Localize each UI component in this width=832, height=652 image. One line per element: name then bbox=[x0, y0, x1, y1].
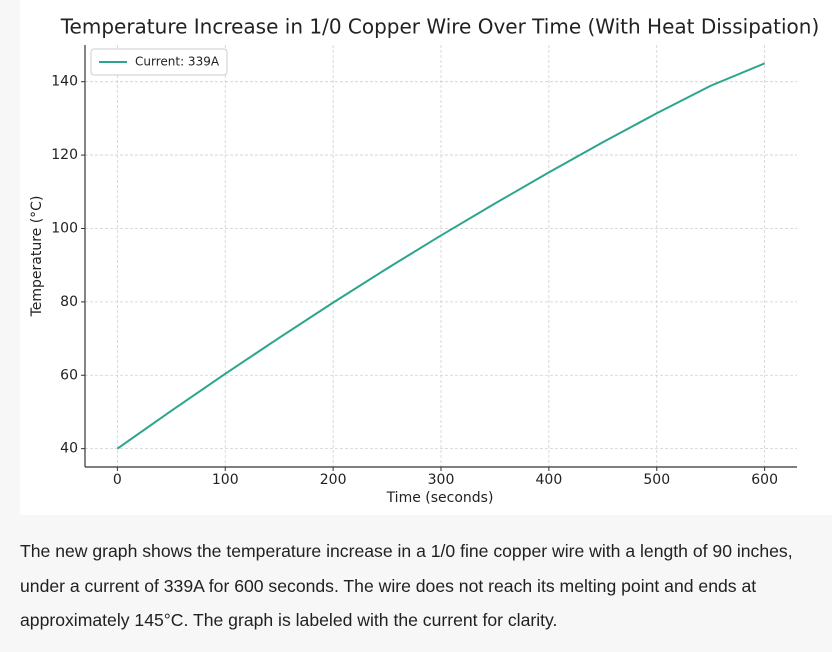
x-axis-label: Time (seconds) bbox=[386, 490, 494, 506]
legend-box bbox=[90, 48, 228, 76]
y-axis-label: Temperature (°C) bbox=[29, 196, 45, 318]
chart: Temperature Increase in 1/0 Copper Wire … bbox=[20, 0, 832, 515]
data-line bbox=[116, 62, 766, 450]
y-tick-label: 60 bbox=[60, 367, 78, 383]
x-tick-label: 0 bbox=[113, 472, 122, 488]
x-tick-label: 200 bbox=[320, 472, 347, 488]
x-tick-label: 500 bbox=[643, 472, 670, 488]
y-tick-label: 120 bbox=[51, 147, 78, 163]
x-tick-label: 600 bbox=[751, 472, 778, 488]
x-tick-label: 400 bbox=[536, 472, 563, 488]
y-tick-label: 140 bbox=[51, 74, 78, 90]
y-tick-label: 80 bbox=[60, 294, 78, 310]
x-tick-label: 300 bbox=[428, 472, 455, 488]
y-tick-label: 100 bbox=[51, 220, 78, 236]
x-tick-label: 100 bbox=[212, 472, 239, 488]
y-tick-label: 40 bbox=[60, 441, 78, 457]
chart-title: Temperature Increase in 1/0 Copper Wire … bbox=[60, 15, 820, 39]
assistant-message: The new graph shows the temperature incr… bbox=[20, 541, 793, 630]
legend-label: Current: 339A bbox=[135, 55, 220, 69]
